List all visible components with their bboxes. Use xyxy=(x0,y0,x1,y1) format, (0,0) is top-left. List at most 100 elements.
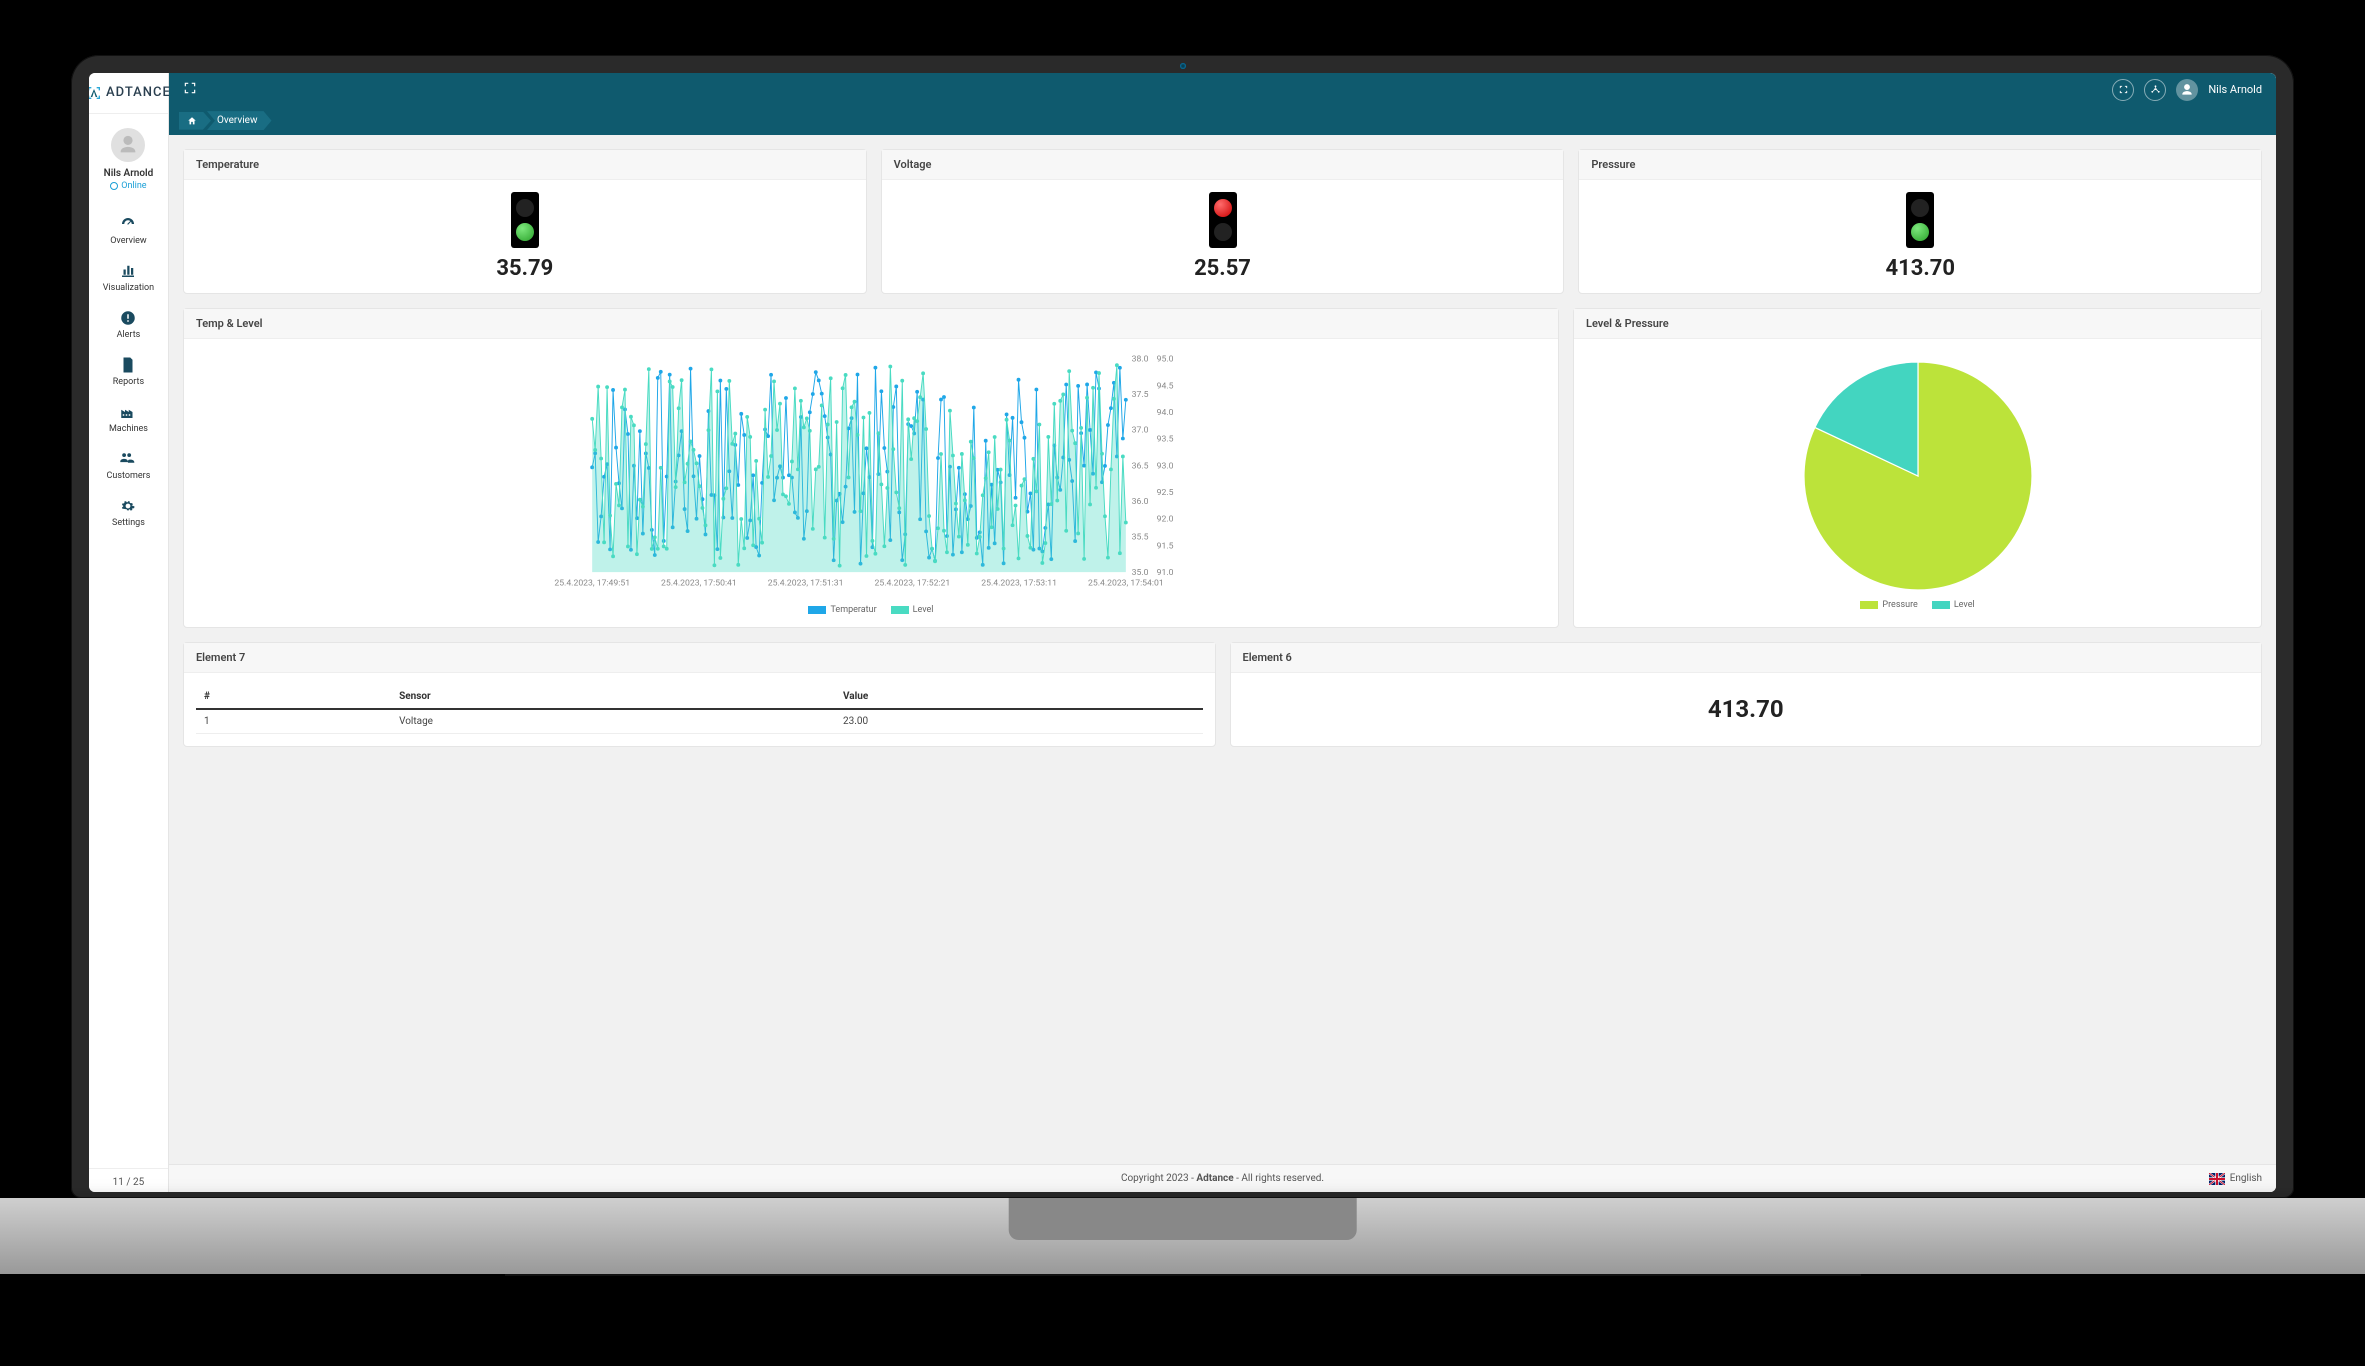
topbar: Nils Arnold xyxy=(169,73,2276,107)
brand-name: ADTANCE xyxy=(106,85,171,100)
table-cell: 23.00 xyxy=(835,709,1203,734)
green-light xyxy=(516,223,534,241)
svg-text:36.0: 36.0 xyxy=(1132,497,1149,507)
traffic-light-icon xyxy=(1906,192,1934,248)
svg-text:93.0: 93.0 xyxy=(1157,461,1174,471)
value-card-title: Element 6 xyxy=(1231,643,2262,673)
footer-prefix: Copyright 2023 - xyxy=(1121,1173,1196,1184)
svg-text:36.5: 36.5 xyxy=(1132,461,1149,471)
report-icon xyxy=(119,356,137,374)
factory-icon xyxy=(119,403,137,421)
gears-icon xyxy=(119,497,137,515)
sidebar-item-label: Reports xyxy=(113,377,144,387)
people-icon xyxy=(119,450,137,468)
svg-text:35.5: 35.5 xyxy=(1132,532,1149,542)
topbar-user-name: Nils Arnold xyxy=(2208,83,2262,96)
sidebar-item-machines[interactable]: Machines xyxy=(89,397,168,440)
traffic-card-value: 25.57 xyxy=(1194,256,1251,281)
user-icon xyxy=(117,134,139,156)
svg-text:91.5: 91.5 xyxy=(1157,541,1174,551)
topbar-fullscreen-button[interactable] xyxy=(2112,79,2134,101)
topbar-avatar[interactable] xyxy=(2176,79,2198,101)
breadcrumb-current[interactable]: Overview xyxy=(207,111,272,130)
sensor-table: #SensorValue 1Voltage23.00 xyxy=(196,685,1203,734)
chart-icon xyxy=(119,262,137,280)
traffic-card-pressure: Pressure413.70 xyxy=(1578,149,2262,294)
sidebar-item-label: Settings xyxy=(112,518,145,528)
legend-item: Pressure xyxy=(1860,600,1917,610)
footer-brand: Adtance xyxy=(1196,1173,1233,1184)
content: Temperature35.79Voltage25.57Pressure413.… xyxy=(169,135,2276,1165)
svg-text:25.4.2023, 17:49:51: 25.4.2023, 17:49:51 xyxy=(554,578,630,588)
traffic-card-value: 35.79 xyxy=(496,256,553,281)
brand-logo[interactable]: ADTANCE xyxy=(89,73,168,114)
line-chart: 35.035.536.036.537.037.538.091.091.592.0… xyxy=(196,351,1546,601)
pie-chart-title: Level & Pressure xyxy=(1574,309,2261,339)
traffic-card-temperature: Temperature35.79 xyxy=(183,149,867,294)
sidebar-item-reports[interactable]: Reports xyxy=(89,350,168,393)
footer: Copyright 2023 - Adtance - All rights re… xyxy=(169,1164,2276,1192)
line-chart-title: Temp & Level xyxy=(184,309,1558,339)
sidebar-item-label: Customers xyxy=(107,471,151,481)
sidebar-item-label: Visualization xyxy=(103,283,154,293)
green-light xyxy=(1911,223,1929,241)
sidebar-item-label: Overview xyxy=(110,236,146,246)
sidebar-item-customers[interactable]: Customers xyxy=(89,444,168,487)
legend-item: Temperatur xyxy=(808,605,876,615)
table-header: Value xyxy=(835,685,1203,709)
sidebar-avatar[interactable] xyxy=(111,128,145,162)
footer-text: Copyright 2023 - Adtance - All rights re… xyxy=(1121,1173,1324,1184)
traffic-card-title: Voltage xyxy=(882,150,1564,180)
home-icon xyxy=(187,116,197,126)
breadcrumb-home[interactable] xyxy=(179,112,211,130)
sidebar-item-alerts[interactable]: Alerts xyxy=(89,303,168,346)
table-header: Sensor xyxy=(391,685,835,709)
sidebar-item-overview[interactable]: Overview xyxy=(89,209,168,252)
table-cell: Voltage xyxy=(391,709,835,734)
laptop-bezel: ADTANCE Nils Arnold Online Overview Visua… xyxy=(71,55,2294,1199)
svg-text:91.0: 91.0 xyxy=(1157,568,1174,578)
sidebar-item-visualization[interactable]: Visualization xyxy=(89,256,168,299)
svg-text:94.0: 94.0 xyxy=(1157,408,1174,418)
svg-text:25.4.2023, 17:52:21: 25.4.2023, 17:52:21 xyxy=(874,578,950,588)
laptop-notch xyxy=(1008,1198,1357,1239)
traffic-light-icon xyxy=(511,192,539,248)
footer-suffix: - All rights reserved. xyxy=(1234,1173,1324,1184)
sidebar-nav: Overview Visualization Alerts Reports Machin… xyxy=(89,201,168,534)
red-light xyxy=(516,199,534,217)
pie-chart xyxy=(1798,356,2038,596)
main: Nils Arnold Overview Temperature35.79Vol… xyxy=(169,73,2276,1193)
svg-text:25.4.2023, 17:50:41: 25.4.2023, 17:50:41 xyxy=(661,578,737,588)
laptop-base xyxy=(0,1198,2365,1273)
language-selector[interactable]: English xyxy=(2209,1173,2262,1185)
sidebar-user-status: Online xyxy=(110,181,146,191)
sidebar-item-settings[interactable]: Settings xyxy=(89,491,168,534)
pie-chart-card: Level & Pressure PressureLevel xyxy=(1573,308,2262,628)
value-card-value: 413.70 xyxy=(1708,695,1784,723)
svg-text:92.0: 92.0 xyxy=(1157,514,1174,524)
traffic-light-icon xyxy=(1209,192,1237,248)
line-chart-legend: Temperatur Level xyxy=(196,605,1546,615)
topbar-network-button[interactable] xyxy=(2144,79,2166,101)
svg-text:93.5: 93.5 xyxy=(1157,434,1174,444)
green-light xyxy=(1214,223,1232,241)
traffic-card-voltage: Voltage 25.57 xyxy=(881,149,1565,294)
traffic-light-row: Temperature35.79 Voltage 25.57 Pressure413.… xyxy=(183,149,2262,294)
table-header: # xyxy=(196,685,391,709)
svg-text:37.5: 37.5 xyxy=(1132,390,1149,400)
expand-icon[interactable] xyxy=(183,81,197,98)
legend-item: Level xyxy=(891,605,934,615)
fullscreen-icon xyxy=(2118,84,2129,95)
sidebar-item-label: Alerts xyxy=(117,330,141,340)
user-icon xyxy=(2180,83,2194,97)
gauge-icon xyxy=(119,215,137,233)
svg-text:38.0: 38.0 xyxy=(1132,354,1149,364)
svg-text:95.0: 95.0 xyxy=(1157,354,1174,364)
svg-text:37.0: 37.0 xyxy=(1132,425,1149,435)
sidebar-footer: 11 / 25 xyxy=(89,1168,168,1192)
table-card: Element 7 #SensorValue 1Voltage23.00 xyxy=(183,642,1216,747)
language-label: English xyxy=(2230,1173,2262,1184)
svg-text:94.5: 94.5 xyxy=(1157,381,1174,391)
pie-chart-legend: PressureLevel xyxy=(1860,600,1974,610)
table-cell: 1 xyxy=(196,709,391,734)
